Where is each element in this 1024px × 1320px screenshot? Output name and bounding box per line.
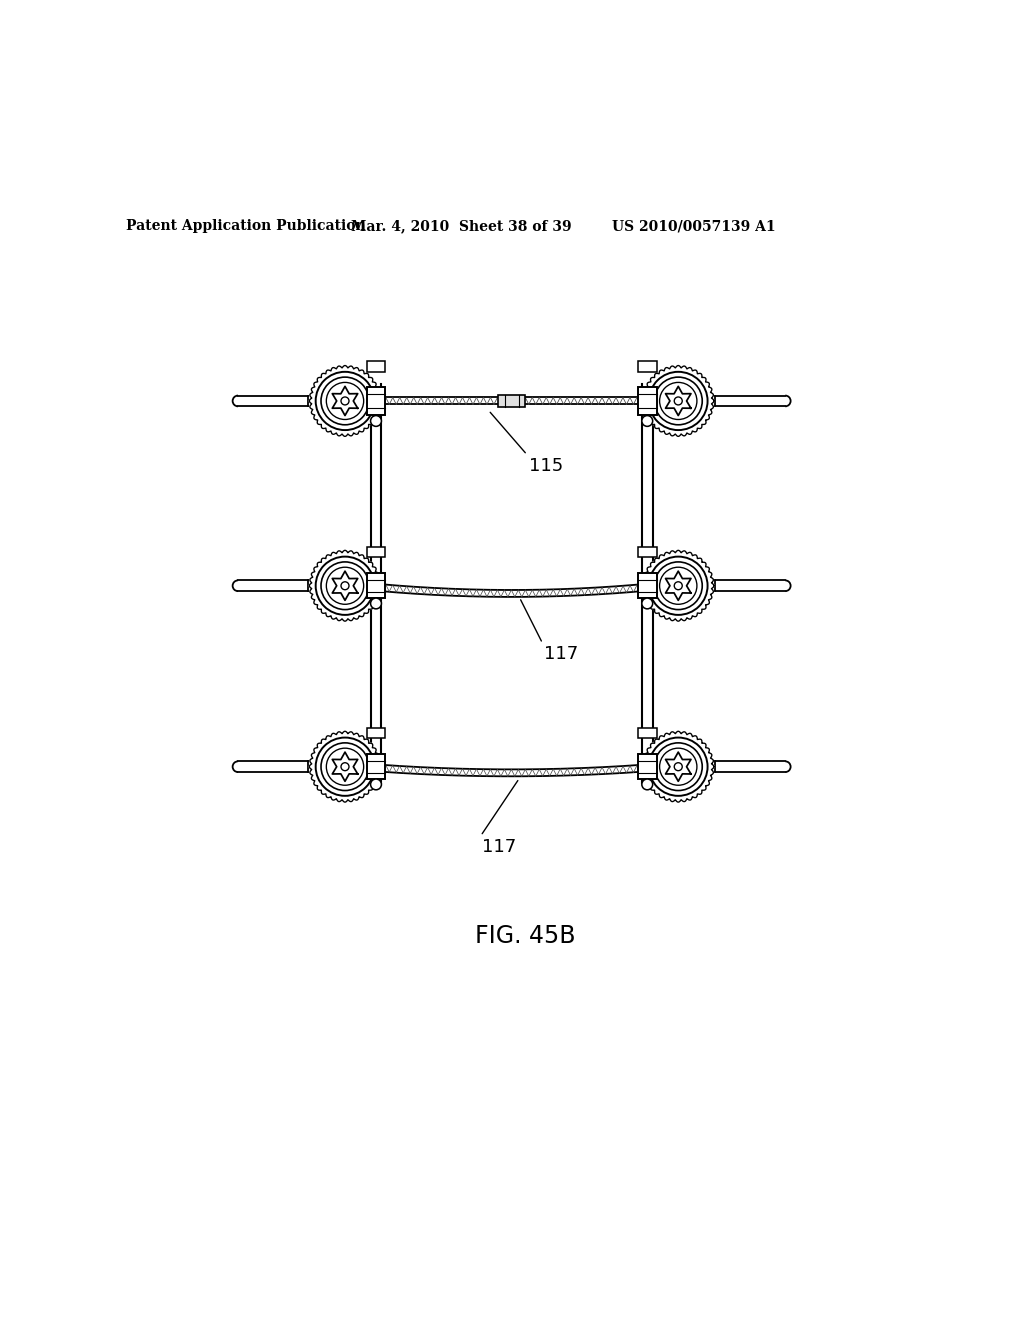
Circle shape bbox=[659, 568, 697, 605]
Bar bbox=[371, 384, 381, 783]
Circle shape bbox=[674, 763, 682, 771]
Polygon shape bbox=[333, 752, 357, 781]
Circle shape bbox=[327, 568, 364, 605]
Circle shape bbox=[341, 397, 349, 405]
Circle shape bbox=[341, 763, 349, 771]
Circle shape bbox=[642, 598, 652, 609]
Bar bbox=[499, 395, 524, 407]
Circle shape bbox=[642, 416, 652, 426]
Bar bbox=[642, 384, 652, 783]
Bar bbox=[716, 762, 785, 772]
Bar bbox=[638, 573, 656, 598]
Circle shape bbox=[654, 378, 702, 425]
Polygon shape bbox=[309, 550, 381, 622]
Bar bbox=[638, 387, 656, 414]
Circle shape bbox=[341, 582, 349, 590]
Bar bbox=[367, 755, 385, 779]
Circle shape bbox=[659, 383, 697, 420]
Circle shape bbox=[327, 748, 364, 785]
Text: Patent Application Publication: Patent Application Publication bbox=[126, 219, 366, 234]
Bar bbox=[367, 387, 385, 414]
Bar bbox=[238, 396, 308, 407]
Circle shape bbox=[649, 372, 708, 430]
Circle shape bbox=[321, 378, 369, 425]
Bar bbox=[716, 396, 785, 407]
Bar bbox=[367, 548, 385, 557]
Polygon shape bbox=[643, 366, 714, 437]
Bar bbox=[638, 362, 656, 372]
Circle shape bbox=[654, 743, 702, 791]
Polygon shape bbox=[643, 550, 714, 622]
Polygon shape bbox=[643, 731, 714, 803]
Text: FIG. 45B: FIG. 45B bbox=[474, 924, 575, 948]
Circle shape bbox=[315, 372, 375, 430]
Bar bbox=[367, 362, 385, 372]
Circle shape bbox=[315, 738, 375, 796]
Bar bbox=[367, 729, 385, 738]
Text: 117: 117 bbox=[482, 838, 516, 857]
Circle shape bbox=[649, 557, 708, 615]
Text: US 2010/0057139 A1: US 2010/0057139 A1 bbox=[612, 219, 775, 234]
Polygon shape bbox=[333, 572, 357, 601]
Circle shape bbox=[642, 779, 652, 789]
Circle shape bbox=[321, 562, 369, 610]
Polygon shape bbox=[666, 752, 691, 781]
Circle shape bbox=[315, 557, 375, 615]
Bar bbox=[638, 729, 656, 738]
Polygon shape bbox=[309, 366, 381, 437]
Circle shape bbox=[654, 562, 702, 610]
Text: 117: 117 bbox=[544, 645, 579, 663]
Circle shape bbox=[327, 383, 364, 420]
Bar bbox=[638, 755, 656, 779]
Polygon shape bbox=[666, 572, 691, 601]
Bar bbox=[238, 581, 308, 591]
Circle shape bbox=[371, 779, 381, 789]
Circle shape bbox=[659, 748, 697, 785]
Circle shape bbox=[649, 738, 708, 796]
Polygon shape bbox=[333, 387, 357, 416]
Polygon shape bbox=[666, 387, 691, 416]
Circle shape bbox=[371, 598, 381, 609]
Circle shape bbox=[321, 743, 369, 791]
Circle shape bbox=[674, 397, 682, 405]
Text: 115: 115 bbox=[528, 457, 563, 475]
Circle shape bbox=[371, 416, 381, 426]
Polygon shape bbox=[309, 731, 381, 803]
Bar bbox=[238, 762, 308, 772]
Circle shape bbox=[674, 582, 682, 590]
Bar bbox=[367, 573, 385, 598]
Text: Mar. 4, 2010  Sheet 38 of 39: Mar. 4, 2010 Sheet 38 of 39 bbox=[351, 219, 571, 234]
Bar bbox=[638, 548, 656, 557]
Bar bbox=[716, 581, 785, 591]
